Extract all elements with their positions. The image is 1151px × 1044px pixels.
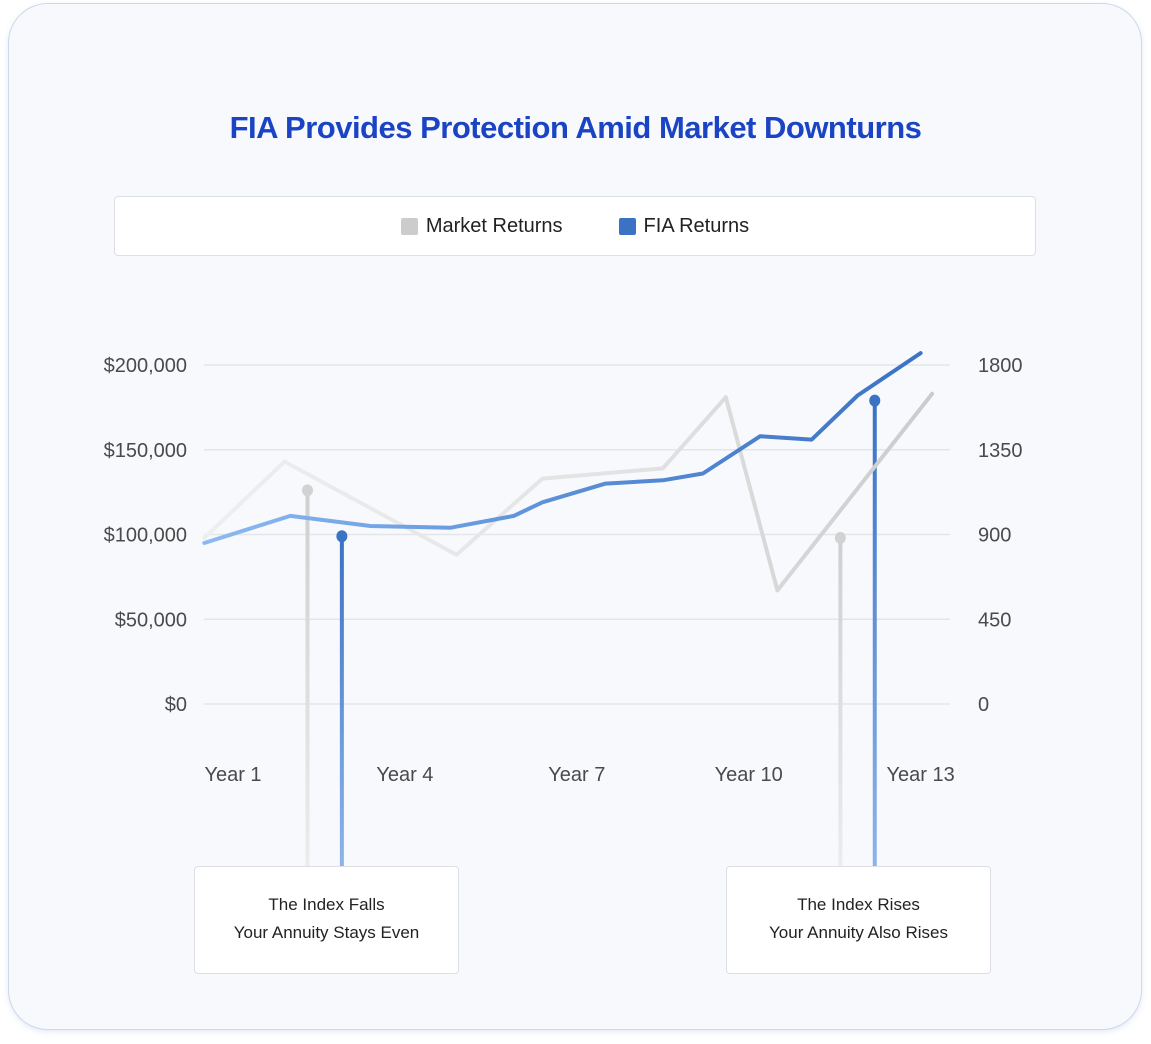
- fia-marker-stem: [872, 400, 877, 866]
- fia-marker-stem: [339, 536, 344, 866]
- x-tick: Year 7: [548, 764, 605, 786]
- x-tick: Year 13: [886, 764, 954, 786]
- y-tick-left: $200,000: [104, 355, 187, 377]
- y-tick-left: $0: [165, 694, 187, 716]
- callout-line2: Your Annuity Stays Even: [233, 923, 420, 942]
- callout-line1: The Index Rises: [797, 895, 920, 914]
- callout-line1: The Index Falls: [268, 895, 385, 914]
- market-marker-dot: [834, 531, 846, 544]
- fia-returns-line: [202, 351, 923, 545]
- x-tick: Year 1: [204, 764, 261, 786]
- fia-marker-dot: [336, 530, 348, 543]
- legend-label-market: Market Returns: [425, 214, 563, 237]
- legend-item-market[interactable]: Market Returns: [400, 214, 563, 238]
- market-marker-stem: [305, 490, 310, 866]
- legend: Market Returns FIA Returns: [114, 196, 1036, 256]
- callout-index-rises: The Index Rises Your Annuity Also Rises: [726, 866, 991, 974]
- x-tick: Year 4: [376, 764, 433, 786]
- y-tick-right: 0: [978, 694, 989, 716]
- callout-index-falls: The Index Falls Your Annuity Stays Even: [194, 866, 459, 974]
- market-returns-line: [202, 391, 935, 593]
- legend-item-fia[interactable]: FIA Returns: [618, 214, 750, 238]
- y-tick-right: 1800: [978, 355, 1023, 377]
- legend-label-fia: FIA Returns: [643, 214, 750, 237]
- y-tick-right: 450: [978, 609, 1011, 631]
- y-tick-right: 1350: [978, 440, 1023, 462]
- fia-marker-dot: [869, 394, 881, 407]
- market-marker-dot: [301, 484, 313, 497]
- y-tick-left: $50,000: [115, 609, 187, 631]
- legend-swatch-fia: [618, 217, 636, 235]
- x-tick: Year 10: [715, 764, 783, 786]
- callout-line2: Your Annuity Also Rises: [769, 923, 948, 942]
- legend-swatch-market: [400, 217, 418, 235]
- y-tick-left: $150,000: [104, 440, 187, 462]
- chart-title: FIA Provides Protection Amid Market Down…: [229, 110, 922, 145]
- market-marker-stem: [838, 537, 843, 866]
- y-tick-right: 900: [978, 525, 1011, 547]
- chart-card: [8, 3, 1142, 1030]
- y-tick-left: $100,000: [104, 525, 187, 547]
